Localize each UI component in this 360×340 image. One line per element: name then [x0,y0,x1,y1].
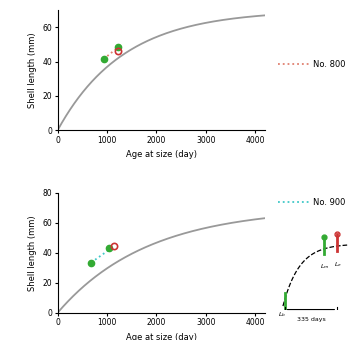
Text: No. 800: No. 800 [312,60,345,69]
X-axis label: Age at size (day): Age at size (day) [126,333,197,340]
Y-axis label: Shell length (mm): Shell length (mm) [28,215,37,291]
X-axis label: Age at size (day): Age at size (day) [126,150,197,159]
Y-axis label: Shell length (mm): Shell length (mm) [28,32,37,108]
Text: No. 900: No. 900 [312,198,345,207]
